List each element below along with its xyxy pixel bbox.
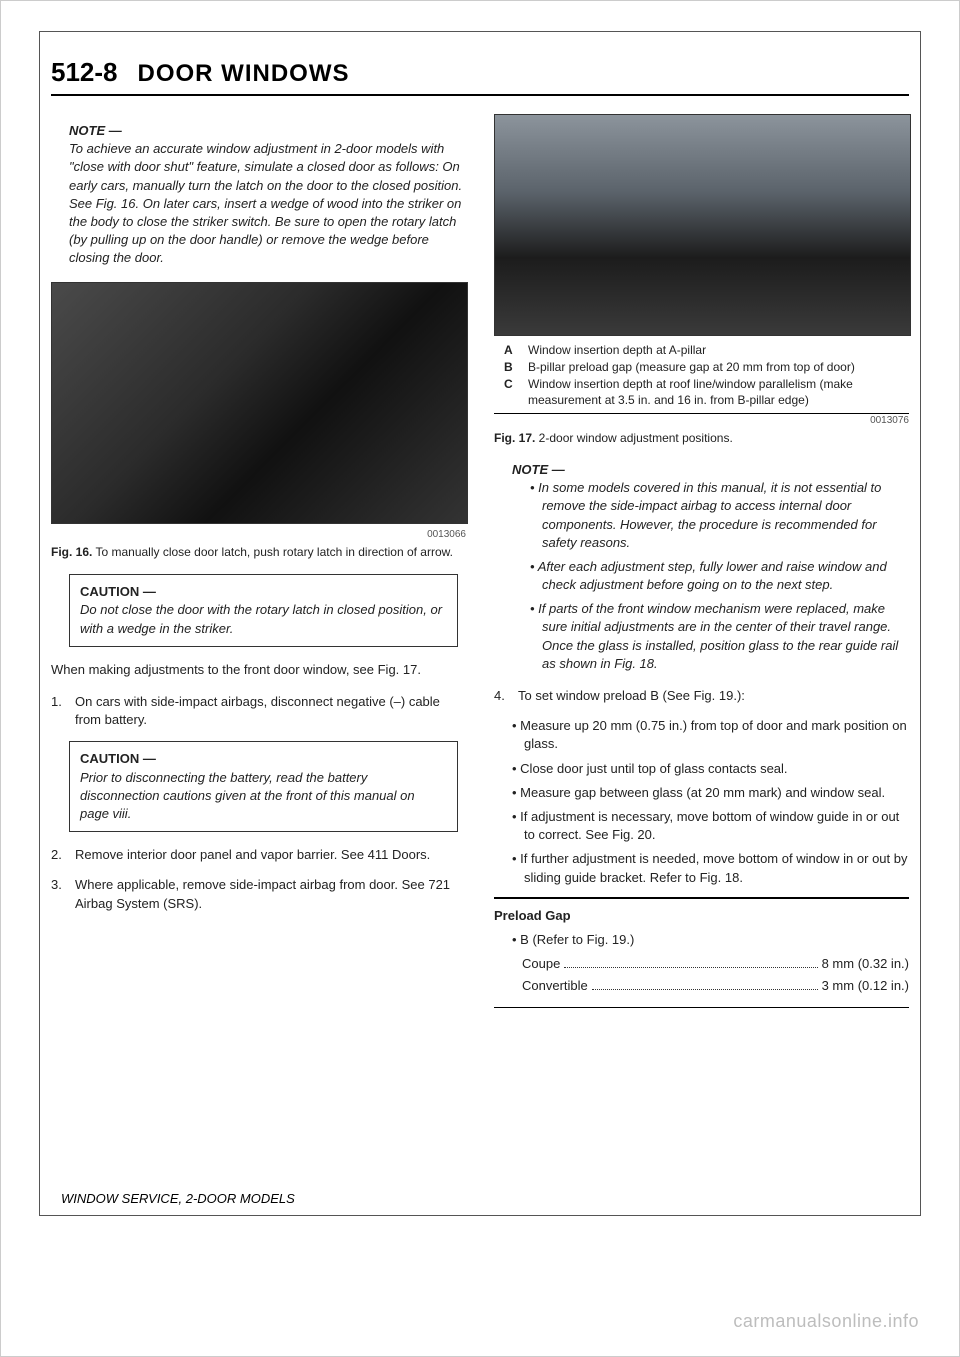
page-header: 512-8 DOOR WINDOWS [51,45,909,96]
step-2: 2. Remove interior door panel and vapor … [51,846,466,864]
columns: NOTE — To achieve an accurate window adj… [51,96,909,1008]
preload-section: Preload Gap B (Refer to Fig. 19.) Coupe … [494,897,909,1009]
step-1-num: 1. [51,693,67,729]
step-1: 1. On cars with side-impact airbags, dis… [51,693,466,729]
step-2-text: Remove interior door panel and vapor bar… [75,846,430,864]
s4-bullet-5: If further adjustment is needed, move bo… [512,850,909,886]
note-bullet-2: After each adjustment step, fully lower … [530,558,909,594]
note-right-title: NOTE — [512,461,909,479]
step-3-text: Where applicable, remove side-impact air… [75,876,466,912]
numbered-list-right: 4. To set window preload B (See Fig. 19.… [494,687,909,705]
figure-16-text: To manually close door latch, push rotar… [92,545,453,559]
note-title: NOTE — [69,122,466,140]
legend-row-b: B B-pillar preload gap (measure gap at 20… [504,359,909,376]
figure-16-lead: Fig. 16. [51,545,92,559]
figure-17-legend: A Window insertion depth at A-pillar B B-p… [504,342,909,409]
s4-bullet-3: Measure gap between glass (at 20 mm mark… [512,784,909,802]
preload-sub-list: B (Refer to Fig. 19.) [512,931,909,949]
watermark: carmanualsonline.info [733,1311,919,1332]
preload-coupe-val: 8 mm (0.32 in.) [822,955,909,973]
figure-16-caption: Fig. 16. To manually close door latch, p… [51,544,466,561]
figure-17-id: 0013076 [494,414,909,428]
caution-2-title: CAUTION — [80,750,447,768]
step-4-num: 4. [494,687,510,705]
right-column: A Window insertion depth at A-pillar B B-p… [494,114,909,1008]
left-column: NOTE — To achieve an accurate window adj… [51,114,466,1008]
page-number: 512-8 [51,57,118,88]
step-4-bullets: Measure up 20 mm (0.75 in.) from top of … [512,717,909,887]
figure-16-image [51,282,468,524]
step-4-text: To set window preload B (See Fig. 19.): [518,687,745,705]
legend-a-val: Window insertion depth at A-pillar [528,342,706,359]
page-footer: WINDOW SERVICE, 2-DOOR MODELS [61,1191,295,1206]
preload-coupe-label: Coupe [522,955,560,973]
note-bullet-1: In some models covered in this manual, i… [530,479,909,552]
dots [592,989,818,990]
note-block: NOTE — To achieve an accurate window adj… [69,122,466,268]
legend-row-c: C Window insertion depth at roof line/win… [504,376,909,410]
preload-row-coupe: Coupe 8 mm (0.32 in.) [522,955,909,973]
note-body: To achieve an accurate window adjustment… [69,140,466,267]
figure-17-image [494,114,911,336]
legend-a-key: A [504,342,518,359]
dots [564,967,817,968]
preload-title: Preload Gap [494,907,909,925]
note-right-bullets: In some models covered in this manual, i… [530,479,909,673]
preload-rows: Coupe 8 mm (0.32 in.) Convertible 3 mm (… [494,955,909,995]
legend-c-val: Window insertion depth at roof line/wind… [528,376,909,410]
caution-box-1: CAUTION — Do not close the door with the… [69,574,458,647]
s4-bullet-4: If adjustment is necessary, move bottom … [512,808,909,844]
preload-conv-val: 3 mm (0.12 in.) [822,977,909,995]
note-block-right: NOTE — In some models covered in this ma… [512,461,909,673]
caution-2-body: Prior to disconnecting the battery, read… [80,769,447,824]
figure-16-id: 0013066 [51,528,466,542]
step-2-num: 2. [51,846,67,864]
s4-bullet-1: Measure up 20 mm (0.75 in.) from top of … [512,717,909,753]
figure-17-text: 2-door window adjustment positions. [535,431,732,445]
page: 512-8 DOOR WINDOWS NOTE — To achieve an … [0,0,960,1357]
numbered-list-2: 2. Remove interior door panel and vapor … [51,846,466,913]
figure-17-caption: Fig. 17. 2-door window adjustment positi… [494,430,909,447]
s4-bullet-2: Close door just until top of glass conta… [512,760,909,778]
numbered-list: 1. On cars with side-impact airbags, dis… [51,693,466,729]
paragraph: When making adjustments to the front doo… [51,661,466,679]
step-3-num: 3. [51,876,67,912]
preload-sub: B (Refer to Fig. 19.) [512,931,909,949]
step-4: 4. To set window preload B (See Fig. 19.… [494,687,909,705]
legend-b-key: B [504,359,518,376]
caution-1-body: Do not close the door with the rotary la… [80,601,447,637]
step-1-text: On cars with side-impact airbags, discon… [75,693,466,729]
caution-box-2: CAUTION — Prior to disconnecting the bat… [69,741,458,832]
step-3: 3. Where applicable, remove side-impact … [51,876,466,912]
page-title: DOOR WINDOWS [138,60,350,88]
caution-1-title: CAUTION — [80,583,447,601]
legend-b-val: B-pillar preload gap (measure gap at 20 … [528,359,855,376]
preload-conv-label: Convertible [522,977,588,995]
preload-row-conv: Convertible 3 mm (0.12 in.) [522,977,909,995]
legend-row-a: A Window insertion depth at A-pillar [504,342,909,359]
legend-c-key: C [504,376,518,410]
figure-17-lead: Fig. 17. [494,431,535,445]
note-bullet-3: If parts of the front window mechanism w… [530,600,909,673]
